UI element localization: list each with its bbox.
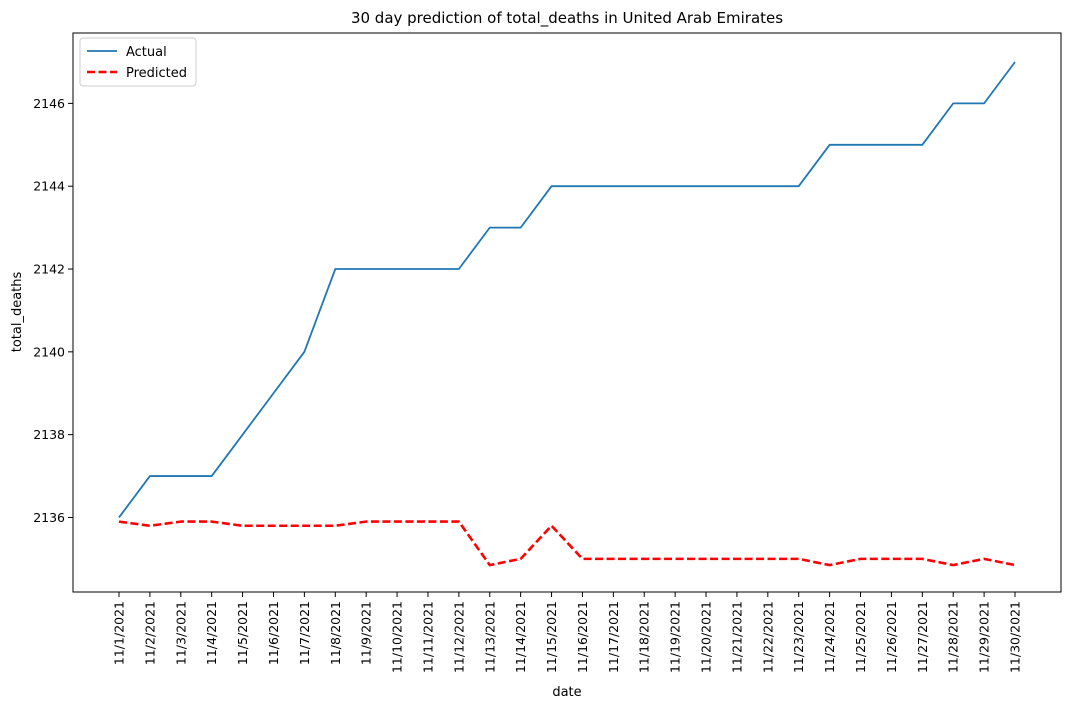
- x-tick-label: 11/18/2021: [637, 601, 652, 673]
- x-tick-label: 11/12/2021: [451, 601, 466, 673]
- y-axis: 2136 2138 2140 2142 2144 2146: [33, 96, 73, 525]
- x-tick-label: 11/14/2021: [513, 601, 528, 673]
- x-tick-label: 11/6/2021: [266, 601, 281, 665]
- y-tick-label: 2142: [33, 262, 65, 277]
- x-tick-label: 11/16/2021: [575, 601, 590, 673]
- x-tick-label: 11/9/2021: [359, 601, 374, 665]
- x-tick-label: 11/10/2021: [390, 601, 405, 673]
- y-axis-label: total_deaths: [10, 272, 25, 353]
- x-tick-label: 11/30/2021: [1008, 601, 1023, 673]
- legend-box: [79, 37, 197, 87]
- x-axis-label: date: [552, 685, 581, 700]
- x-tick-label: 11/7/2021: [297, 601, 312, 665]
- x-tick-label: 11/25/2021: [853, 601, 868, 673]
- x-tick-label: 11/3/2021: [173, 601, 188, 665]
- series-line-predicted: [118, 520, 1016, 567]
- x-tick-label: 11/15/2021: [544, 601, 559, 673]
- x-tick-label: 11/5/2021: [235, 601, 250, 665]
- x-axis: 11/1/2021 11/2/2021 11/3/2021 11/4/2021 11/5…: [112, 592, 1023, 673]
- x-tick-label: 11/4/2021: [204, 601, 219, 665]
- legend-predicted-label: Predicted: [126, 66, 187, 81]
- x-tick-label: 11/24/2021: [822, 601, 837, 673]
- x-tick-label: 11/20/2021: [699, 601, 714, 673]
- x-tick-label: 11/17/2021: [606, 601, 621, 673]
- x-tick-label: 11/19/2021: [668, 601, 683, 673]
- x-tick-label: 11/21/2021: [729, 601, 744, 673]
- x-tick-label: 11/1/2021: [112, 601, 127, 665]
- chart-title: 30 day prediction of total_deaths in Uni…: [351, 9, 783, 28]
- y-tick-label: 2138: [33, 427, 65, 442]
- plot-frame: [72, 32, 1062, 593]
- x-tick-label: 11/23/2021: [791, 601, 806, 673]
- legend-actual-label: Actual: [126, 45, 167, 60]
- x-tick-label: 11/27/2021: [915, 601, 930, 673]
- x-tick-label: 11/22/2021: [760, 601, 775, 673]
- y-tick-label: 2140: [33, 344, 65, 359]
- series-line-actual: [118, 61, 1016, 519]
- plot-area: [118, 61, 1016, 567]
- y-tick-label: 2146: [33, 96, 65, 111]
- legend: Actual Predicted: [79, 37, 197, 87]
- x-tick-label: 11/29/2021: [977, 601, 992, 673]
- y-tick-label: 2136: [33, 510, 65, 525]
- x-tick-label: 11/28/2021: [946, 601, 961, 673]
- x-tick-label: 11/13/2021: [482, 601, 497, 673]
- x-tick-label: 11/8/2021: [328, 601, 343, 665]
- x-tick-label: 11/2/2021: [142, 601, 157, 665]
- y-tick-label: 2144: [33, 179, 65, 194]
- x-tick-label: 11/26/2021: [884, 601, 899, 673]
- x-tick-label: 11/11/2021: [420, 601, 435, 673]
